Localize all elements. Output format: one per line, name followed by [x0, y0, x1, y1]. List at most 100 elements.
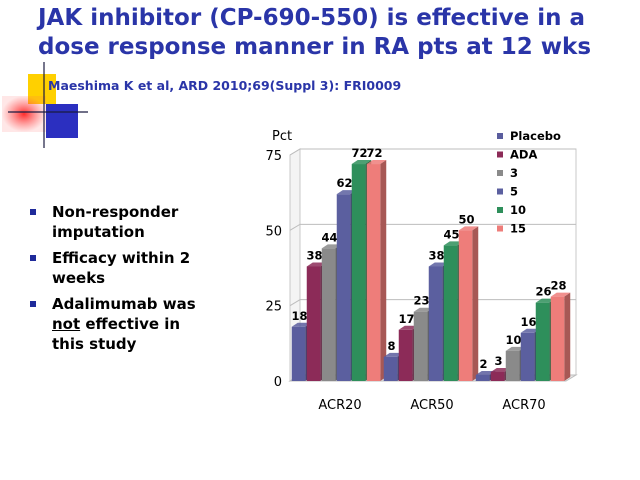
- bar-top: [475, 370, 496, 375]
- blue-square: [46, 104, 78, 138]
- gridline: [289, 223, 576, 231]
- bar: [321, 248, 336, 381]
- bar-top: [366, 160, 387, 165]
- bullet-marker: [30, 255, 36, 261]
- decorative-squares: [2, 62, 88, 148]
- bar: [535, 302, 550, 381]
- x-tick-label: ACR20: [318, 398, 361, 413]
- bullet-text: Efficacy within 2 weeks: [52, 249, 191, 287]
- bar: [550, 296, 565, 381]
- data-label: 28: [550, 279, 566, 293]
- bar-top: [520, 328, 541, 333]
- data-label: 8: [387, 339, 395, 353]
- bullet-item: Efficacy within 2 weeks: [30, 248, 210, 288]
- legend-label: 10: [510, 203, 526, 217]
- legend-swatch: [497, 207, 503, 213]
- citation: Maeshima K et al, ARD 2010;69(Suppl 3): …: [48, 78, 402, 93]
- bar-top: [291, 322, 312, 327]
- bar: [458, 230, 473, 381]
- y-axis-label: Pct: [272, 129, 292, 144]
- bar: [520, 332, 535, 381]
- bar-top: [413, 307, 434, 312]
- bullet-text-underline: not: [52, 315, 81, 333]
- bar: [366, 164, 381, 381]
- gridline: [289, 148, 576, 156]
- legend-label: 3: [510, 166, 518, 180]
- bar-top: [336, 190, 357, 195]
- bullet-text-post: effective in this study: [52, 315, 181, 353]
- bar: [505, 350, 520, 381]
- bullet-list: Non-responder imputation Efficacy within…: [30, 202, 210, 360]
- data-label: 38: [306, 248, 322, 262]
- bar: [306, 266, 321, 381]
- bar: [443, 245, 458, 381]
- data-label: 3: [494, 354, 502, 368]
- bar-side: [472, 226, 479, 381]
- bar: [351, 164, 366, 381]
- slide-title: JAK inhibitor (CP-690-550) is effective …: [38, 4, 638, 62]
- legend-label: 15: [510, 222, 526, 236]
- legend-label: Placebo: [510, 129, 561, 143]
- bar-top: [490, 367, 511, 372]
- bullet-item: Non-responder imputation: [30, 202, 210, 242]
- data-label: 26: [535, 285, 551, 299]
- bar: [398, 329, 413, 381]
- data-label: 72: [366, 146, 382, 160]
- slide-title-line-2: dose response manner in RA pts at 12 wks: [38, 34, 592, 60]
- red-square: [2, 96, 46, 132]
- legend-label: 5: [510, 185, 518, 199]
- bullet-item: Adalimumab was not effective in this stu…: [30, 294, 210, 354]
- data-label: 23: [413, 294, 429, 308]
- bar-top: [351, 160, 372, 165]
- data-label: 50: [458, 212, 474, 226]
- bar-top: [398, 325, 419, 330]
- bar-top: [458, 226, 479, 231]
- bar: [336, 194, 351, 381]
- data-label: 62: [336, 176, 352, 190]
- x-tick-label: ACR70: [502, 398, 545, 413]
- bar: [413, 311, 428, 381]
- data-label: 17: [398, 312, 414, 326]
- bar-side: [380, 160, 387, 381]
- legend-swatch: [497, 133, 503, 139]
- slide-title-line-1: JAK inhibitor (CP-690-550) is effective …: [38, 5, 585, 31]
- x-tick-label: ACR50: [410, 398, 453, 413]
- bar-top: [306, 262, 327, 267]
- bar-top: [428, 262, 449, 267]
- y-tick-label: 75: [265, 149, 282, 164]
- bar-side: [564, 292, 571, 381]
- data-label: 38: [428, 248, 444, 262]
- legend-label: ADA: [510, 148, 537, 162]
- bar: [428, 266, 443, 381]
- data-label: 72: [351, 146, 367, 160]
- y-tick-label: 50: [265, 224, 282, 239]
- bar-top: [535, 298, 556, 303]
- bar: [475, 374, 490, 381]
- y-tick-label: 25: [265, 300, 282, 315]
- data-label: 44: [321, 230, 337, 244]
- bar-top: [443, 241, 464, 246]
- legend-swatch: [497, 170, 503, 176]
- bullet-marker: [30, 209, 36, 215]
- bar: [383, 356, 398, 381]
- bar-top: [321, 244, 342, 249]
- bullet-marker: [30, 301, 36, 307]
- bar-top: [505, 346, 526, 351]
- data-label: 45: [443, 227, 459, 241]
- legend-swatch: [497, 188, 503, 195]
- bullet-text: Non-responder imputation: [52, 203, 179, 241]
- data-label: 16: [520, 315, 536, 329]
- bullet-text-pre: Adalimumab was: [52, 295, 196, 313]
- bar: [291, 326, 306, 381]
- bar-top: [383, 352, 404, 357]
- data-label: 2: [479, 357, 487, 371]
- gridline: [289, 299, 576, 307]
- data-label: 18: [291, 309, 307, 323]
- data-label: 10: [505, 333, 521, 347]
- bar: [490, 371, 505, 381]
- y-tick-label: 0: [274, 375, 282, 390]
- bar-top: [550, 292, 571, 297]
- legend-swatch: [497, 225, 503, 232]
- legend-swatch: [497, 151, 503, 158]
